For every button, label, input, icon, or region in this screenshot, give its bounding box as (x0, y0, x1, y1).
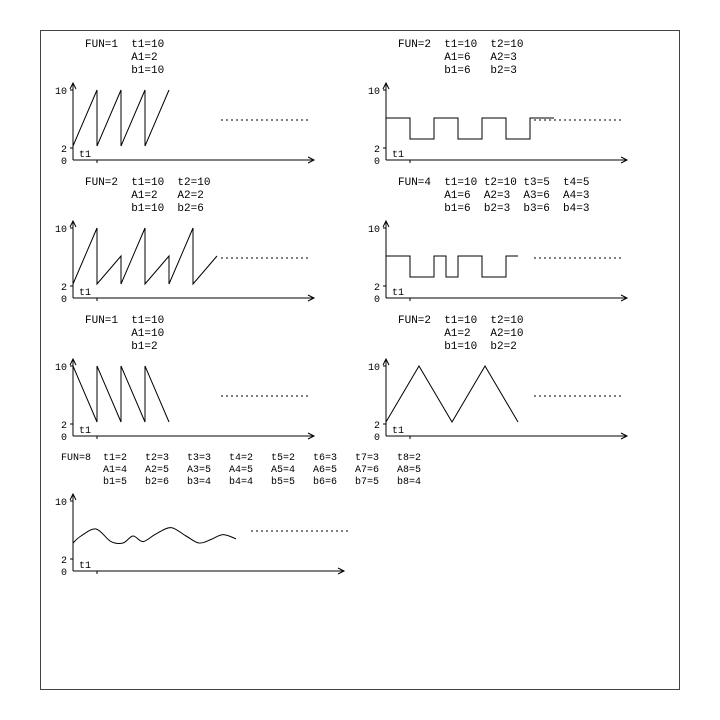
panel-p6: FUN=2 t1=10 t2=10 A1=2 A2=10 b1=10 b2=21… (364, 315, 669, 451)
svg-text:2: 2 (61, 556, 67, 567)
panel-row: FUN=1 t1=10 A1=10 b1=21020t1FUN=2 t1=10 … (51, 315, 669, 451)
panel-params: FUN=2 t1=10 t2=10 A1=6 A2=3 b1=6 b2=3 (398, 39, 669, 78)
svg-text:2: 2 (374, 145, 380, 156)
svg-text:t1: t1 (79, 426, 91, 437)
svg-text:2: 2 (61, 145, 67, 156)
panel-p2: FUN=2 t1=10 t2=10 A1=6 A2=3 b1=6 b2=3 10 2… (364, 39, 669, 175)
panel-p5: FUN=1 t1=10 A1=10 b1=2 10 20 t1 (51, 315, 356, 451)
panel-chart: 10 20 t1 (364, 80, 669, 175)
svg-text:t1: t1 (392, 150, 404, 161)
panel-p4: FUN=4 t1=10 t2=10 t3=5 t4=5 A1=6 A2=3 A3… (364, 177, 669, 313)
panel-params: FUN=2 t1=10 t2=10 A1=2 A2=10 b1=10 b2=2 (398, 315, 669, 354)
svg-text:2: 2 (61, 283, 67, 294)
panel-chart: 10 20 t1 (51, 218, 356, 313)
panel-params: FUN=2 t1=10 t2=10 A1=2 A2=2 b1=10 b2=6 (85, 177, 356, 216)
panel-p7: FUN=8 t1=2 t2=3 t3=3 t4=2 t5=2 t6=3 t7=3… (51, 453, 669, 586)
svg-text:10: 10 (55, 498, 67, 509)
svg-text:0: 0 (374, 157, 380, 168)
panel-chart: 10 20 t1 (364, 356, 669, 451)
svg-text:10: 10 (368, 363, 380, 374)
svg-text:0: 0 (61, 433, 67, 444)
panel-chart: 10 20 t1 (51, 80, 356, 175)
panel-row: FUN=2 t1=10 t2=10 A1=2 A2=2 b1=10 b2=610… (51, 177, 669, 313)
svg-text:10: 10 (368, 87, 380, 98)
svg-text:0: 0 (61, 295, 67, 306)
svg-text:0: 0 (374, 433, 380, 444)
panel-params: FUN=4 t1=10 t2=10 t3=5 t4=5 A1=6 A2=3 A3… (398, 177, 669, 216)
svg-text:2: 2 (374, 421, 380, 432)
panel-chart: 10 20 t1 (51, 356, 356, 451)
svg-text:10: 10 (55, 363, 67, 374)
svg-text:t1: t1 (392, 288, 404, 299)
panel-row: FUN=8 t1=2 t2=3 t3=3 t4=2 t5=2 t6=3 t7=3… (51, 453, 669, 586)
svg-text:2: 2 (61, 421, 67, 432)
svg-text:t1: t1 (79, 288, 91, 299)
panel-chart: 10 20 t1 (51, 491, 669, 586)
svg-text:0: 0 (61, 157, 67, 168)
panel-params: FUN=1 t1=10 A1=2 b1=10 (85, 39, 356, 78)
svg-text:t1: t1 (79, 150, 91, 161)
panel-row: FUN=1 t1=10 A1=2 b1=101020t1FUN=2 t1=10 … (51, 39, 669, 175)
panel-p1: FUN=1 t1=10 A1=2 b1=10 10 20 t1 (51, 39, 356, 175)
svg-text:10: 10 (55, 87, 67, 98)
panel-params: FUN=8 t1=2 t2=3 t3=3 t4=2 t5=2 t6=3 t7=3… (61, 453, 669, 489)
panel-chart: 10 20 t1 (364, 218, 669, 313)
svg-text:10: 10 (368, 225, 380, 236)
svg-text:0: 0 (374, 295, 380, 306)
svg-text:0: 0 (61, 568, 67, 579)
panel-params: FUN=1 t1=10 A1=10 b1=2 (85, 315, 356, 354)
svg-text:t1: t1 (392, 426, 404, 437)
svg-text:10: 10 (55, 225, 67, 236)
svg-text:t1: t1 (79, 561, 91, 572)
svg-text:2: 2 (374, 283, 380, 294)
panel-p3: FUN=2 t1=10 t2=10 A1=2 A2=2 b1=10 b2=610… (51, 177, 356, 313)
